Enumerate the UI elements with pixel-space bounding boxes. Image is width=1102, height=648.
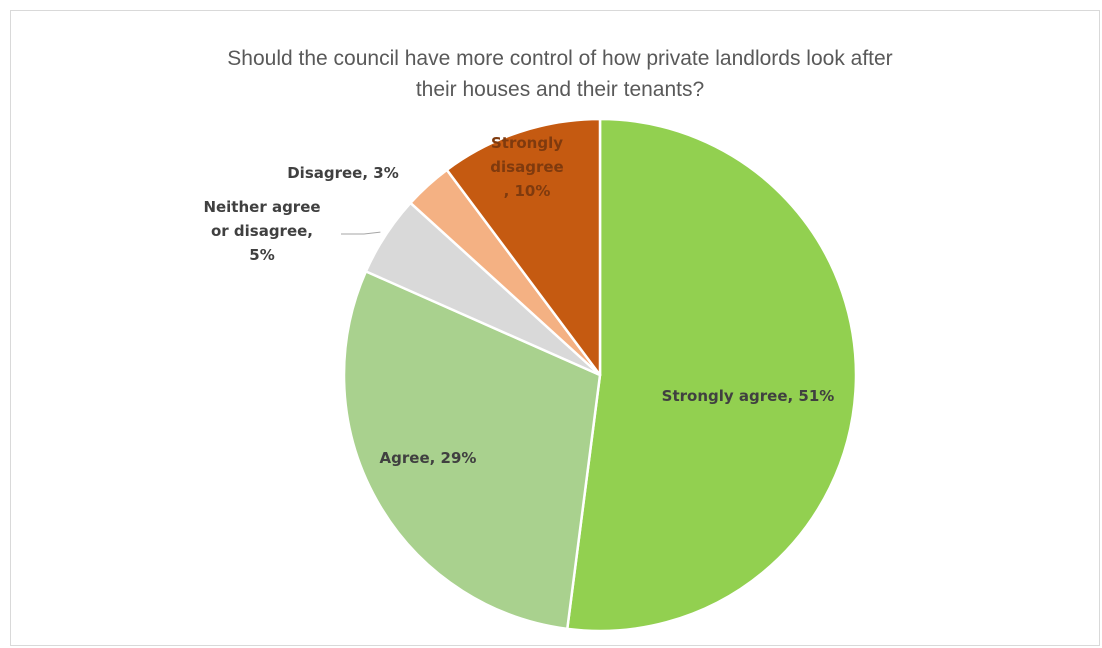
slice-label-strongly-disagree: Strongly disagree , 10%	[490, 134, 563, 200]
slice-label-neither-agree-or-disagree: Neither agree or disagree, 5%	[203, 198, 320, 264]
slice-label-line: Strongly	[491, 134, 563, 152]
pie-slice-agree	[342, 270, 602, 631]
leader-lines	[341, 231, 381, 235]
slice-label-agree: Agree, 29%	[380, 449, 477, 467]
slice-label-line: Neither agree	[203, 198, 320, 216]
slice-label-line: Disagree, 3%	[287, 164, 399, 182]
pie-slice-strongly-disagree	[445, 117, 602, 377]
slice-label-line: 5%	[249, 246, 274, 264]
slice-labels: Strongly agree, 51% Agree, 29% Neither agr…	[203, 134, 834, 467]
chart-title-line-1: Should the council have more control of …	[227, 47, 892, 70]
chart-title-line-2: their houses and their tenants?	[416, 78, 704, 101]
pie-slice-strongly-agree	[566, 117, 858, 633]
chart-title: Should the council have more control of …	[227, 47, 892, 101]
slice-label-line: Agree, 29%	[380, 449, 477, 467]
pie-slices	[342, 117, 858, 633]
slice-label-line: disagree	[490, 158, 563, 176]
leader-line-neither	[341, 231, 381, 235]
slice-label-disagree: Disagree, 3%	[287, 164, 399, 182]
slice-label-line: Strongly agree, 51%	[662, 387, 835, 405]
slice-label-strongly-agree: Strongly agree, 51%	[662, 387, 835, 405]
slice-label-line: , 10%	[504, 182, 551, 200]
slice-label-line: or disagree,	[211, 222, 313, 240]
